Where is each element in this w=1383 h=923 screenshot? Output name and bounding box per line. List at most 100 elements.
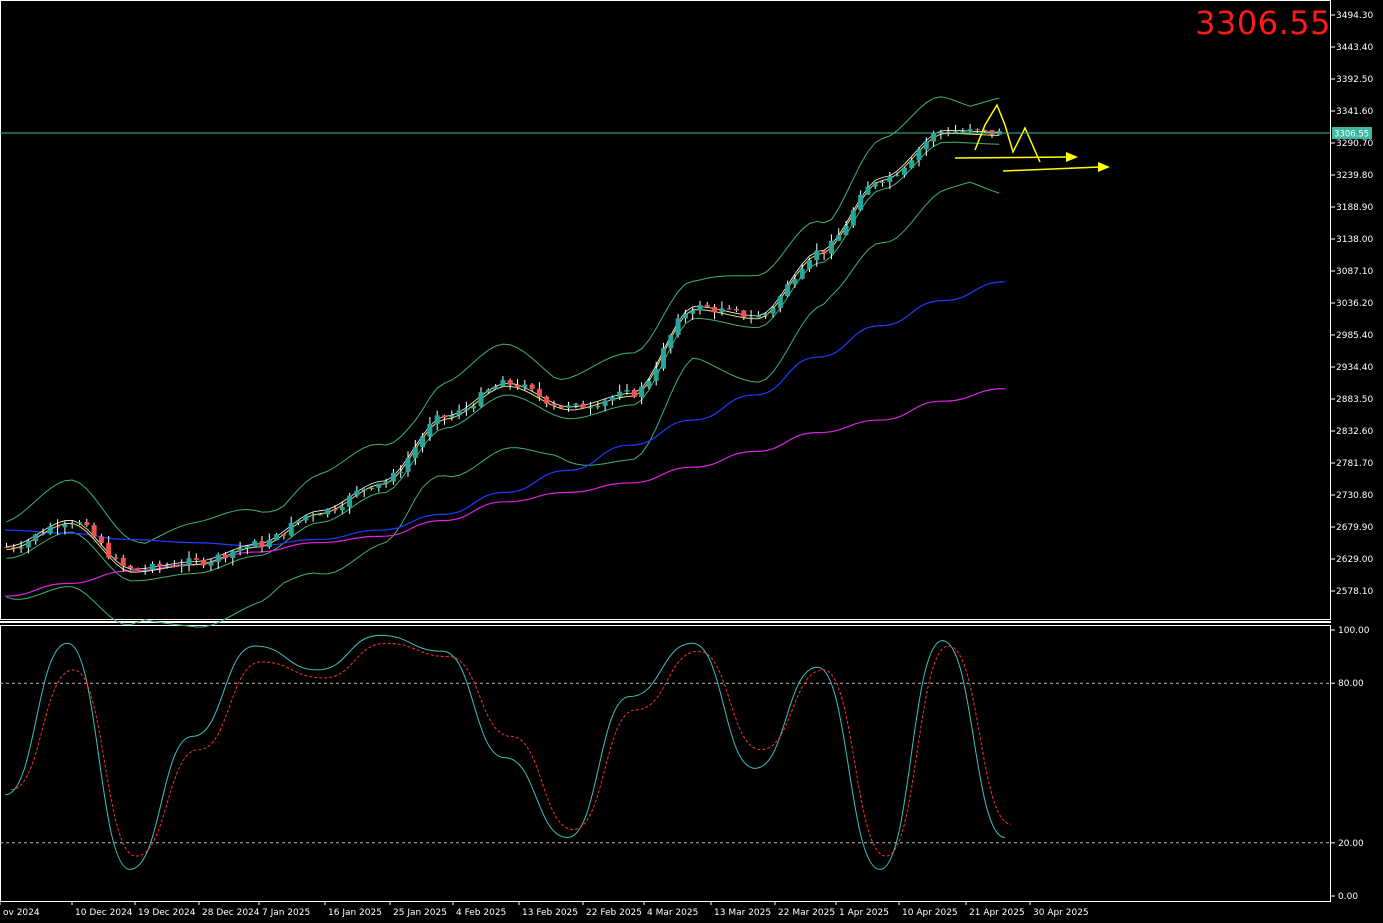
candle-body — [748, 317, 754, 319]
candle-body — [77, 522, 82, 524]
candle-body — [500, 380, 506, 387]
osc-tick-label: 20.00 — [1338, 839, 1364, 849]
time-tick-label: 22 Mar 2025 — [778, 908, 835, 918]
candle-body — [69, 523, 75, 525]
candle-body — [215, 554, 221, 562]
candle-body — [463, 408, 469, 411]
candle-body — [106, 542, 112, 558]
candle-body — [945, 131, 951, 134]
candle-body — [317, 514, 323, 516]
candle-body — [171, 565, 177, 567]
stochastic-main-line — [4, 634, 1006, 870]
candle-body — [617, 391, 623, 398]
candle-body — [551, 403, 557, 406]
osc-tick-label: 100.00 — [1338, 626, 1370, 636]
candle-body — [668, 335, 674, 349]
time-tick-label: 13 Feb 2025 — [522, 908, 578, 918]
candle-body — [712, 306, 718, 313]
candle-body — [741, 310, 747, 318]
price-tick-label: 2679.90 — [1336, 523, 1373, 533]
candle-body — [412, 447, 418, 459]
time-tick-label: ov 2024 — [3, 908, 40, 918]
price-tick-label: 3188.90 — [1336, 203, 1373, 213]
candle-body — [880, 181, 885, 184]
candle-body — [726, 308, 732, 310]
current-price-marker: 3306.55 — [1334, 130, 1369, 140]
time-tick-label: 10 Dec 2024 — [75, 908, 133, 918]
time-tick-label: 21 Apr 2025 — [969, 908, 1025, 918]
candle-body — [588, 407, 593, 409]
candle-body — [536, 388, 542, 397]
price-tick-label: 2985.40 — [1336, 331, 1373, 341]
candle-body — [456, 410, 462, 416]
candle-body — [347, 495, 353, 507]
candle-body — [916, 149, 922, 161]
candle-body — [602, 400, 608, 406]
candle-body — [544, 396, 550, 404]
candle-body — [624, 390, 630, 392]
main-pane-frame — [0, 0, 1331, 620]
price-tick-label: 2934.40 — [1336, 363, 1373, 373]
candle-body — [193, 558, 199, 560]
candle-body — [974, 129, 980, 131]
candle-body — [186, 558, 192, 566]
candle-body — [281, 534, 287, 536]
candle-body — [821, 250, 827, 254]
candle-body — [901, 167, 907, 176]
candle-body — [923, 141, 929, 150]
candle-body — [682, 313, 688, 319]
candle-body — [325, 508, 331, 515]
candle-body — [237, 548, 243, 552]
price-tick-label: 3443.40 — [1336, 43, 1373, 53]
time-tick-label: 30 Apr 2025 — [1033, 908, 1089, 918]
price-tick-label: 3036.20 — [1336, 299, 1373, 309]
price-tick-label: 3392.50 — [1336, 75, 1373, 85]
candle-body — [18, 547, 24, 549]
candle-body — [157, 563, 163, 567]
candle-body — [266, 540, 272, 548]
current-price-label: 3306.55 — [1195, 4, 1331, 42]
candle-body — [252, 541, 258, 547]
candle-body — [259, 541, 265, 548]
candle-body — [522, 384, 528, 388]
price-tick-label: 3341.60 — [1336, 107, 1373, 117]
time-tick-label: 7 Jan 2025 — [262, 908, 310, 918]
osc-tick-label: 0.00 — [1338, 892, 1358, 902]
time-tick-label: 4 Mar 2025 — [647, 908, 698, 918]
candle-body — [55, 526, 61, 528]
osc-tick-label: 80.00 — [1338, 679, 1364, 689]
candle-body — [690, 310, 696, 314]
candle-body — [807, 260, 812, 269]
candle-body — [814, 250, 820, 261]
price-tick-label: 2629.00 — [1336, 555, 1373, 565]
candle-body — [113, 557, 119, 559]
price-tick-label: 3494.30 — [1336, 11, 1373, 21]
arrow-head-icon — [1066, 152, 1078, 162]
candle-body — [953, 131, 958, 134]
candle-body — [755, 315, 761, 318]
candle-body — [120, 557, 126, 566]
candle-body — [858, 194, 864, 211]
candle-body — [201, 559, 207, 566]
candle-body — [704, 304, 710, 307]
candle-body — [609, 397, 615, 401]
candle-body — [471, 406, 477, 409]
candle-body — [390, 472, 396, 482]
candle-body — [128, 565, 134, 569]
candle-body — [84, 522, 90, 526]
bollinger-lower — [6, 181, 1000, 628]
candle-body — [763, 313, 769, 316]
arrow-head-icon — [1098, 162, 1110, 172]
candle-body — [850, 210, 856, 226]
candle-body — [33, 534, 39, 541]
candle-body — [967, 129, 973, 132]
time-tick-label: 22 Feb 2025 — [586, 908, 642, 918]
projection-arrow-upper — [954, 156, 1069, 159]
candle-body — [223, 554, 228, 558]
candle-body — [361, 489, 367, 491]
candle-body — [777, 296, 783, 309]
ma-yellow-line — [6, 132, 1000, 573]
candle-body — [515, 384, 520, 388]
candle-body — [288, 523, 294, 536]
